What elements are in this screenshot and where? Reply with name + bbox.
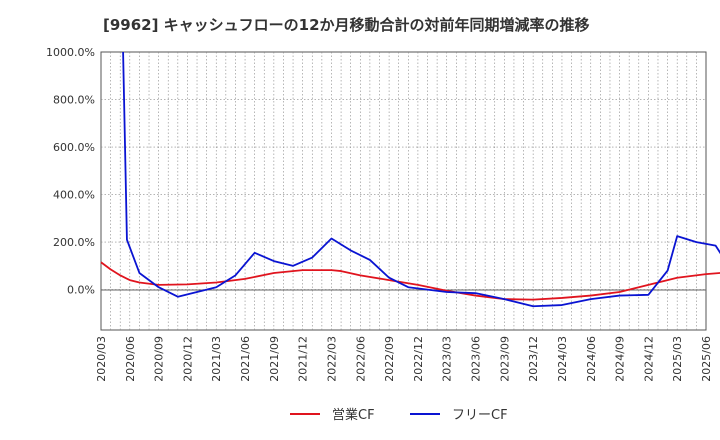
y-tick-label: 1000.0% (46, 46, 95, 59)
x-tick-label: 2021/12 (297, 336, 310, 382)
x-tick-label: 2022/12 (412, 336, 425, 382)
x-tick-label: 2020/09 (153, 336, 166, 382)
x-tick-label: 2024/09 (614, 336, 627, 382)
x-tick-label: 2020/12 (181, 336, 194, 382)
y-tick-label: 200.0% (53, 236, 95, 249)
y-tick-label: 800.0% (53, 94, 95, 107)
x-tick-label: 2022/03 (325, 336, 338, 382)
x-tick-label: 2022/06 (354, 336, 367, 382)
y-tick-label: 0.0% (67, 284, 95, 297)
x-tick-label: 2024/03 (556, 336, 569, 382)
x-tick-label: 2025/06 (700, 336, 713, 382)
legend: 営業CF フリーCF (290, 407, 508, 423)
series-line-free-cf (122, 51, 720, 308)
x-tick-label: 2021/06 (239, 336, 252, 382)
x-tick-label: 2020/03 (95, 336, 108, 382)
x-tick-label: 2025/03 (671, 336, 684, 382)
x-tick-label: 2023/06 (470, 336, 483, 382)
plot-area (100, 51, 707, 331)
y-tick-labels: 1000.0% 800.0% 600.0% 400.0% 200.0% 0.0% (46, 46, 95, 297)
y-tick-label: 600.0% (53, 141, 95, 154)
x-tick-label: 2022/09 (383, 336, 396, 382)
legend-label: 営業CF (332, 407, 375, 423)
legend-label: フリーCF (452, 408, 508, 423)
x-tick-label: 2021/03 (210, 336, 223, 382)
x-tick-label: 2024/12 (642, 336, 655, 382)
x-tick-label: 2023/09 (498, 336, 511, 382)
x-tick-label: 2024/06 (585, 336, 598, 382)
x-tick-label: 2021/09 (268, 336, 281, 382)
chart-title: [9962] キャッシュフローの12か月移動合計の対前年同期増減率の推移 (103, 16, 590, 34)
x-tick-label: 2023/03 (441, 336, 454, 382)
series-layer (100, 51, 720, 308)
y-tick-label: 400.0% (53, 189, 95, 202)
x-tick-label: 2023/12 (527, 336, 540, 382)
x-tick-label: 2020/06 (124, 336, 137, 382)
x-tick-labels: 2020/03 2020/06 2020/09 2020/12 2021/03 2021/… (95, 336, 713, 382)
